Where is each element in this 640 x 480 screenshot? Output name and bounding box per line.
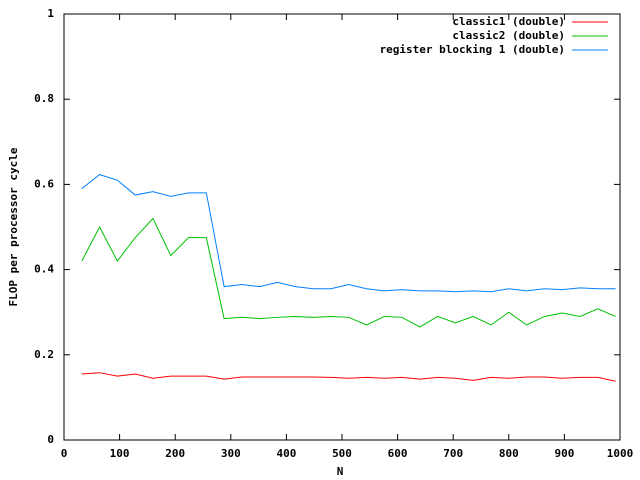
x-tick-label: 400 <box>276 447 296 460</box>
x-tick-label: 600 <box>388 447 408 460</box>
legend-label: classic1 (double) <box>452 15 565 28</box>
x-tick-label: 800 <box>499 447 519 460</box>
legend-label: register blocking 1 (double) <box>380 43 565 56</box>
series-line <box>81 372 616 382</box>
x-tick-label: 0 <box>61 447 68 460</box>
y-tick-label: 0 <box>47 433 54 446</box>
x-tick-label: 500 <box>332 447 352 460</box>
series-line <box>81 174 616 293</box>
x-tick-label: 700 <box>443 447 463 460</box>
y-tick-label: 0.8 <box>34 92 54 105</box>
x-axis-label: N <box>337 465 344 478</box>
x-tick-label: 1000 <box>607 447 634 460</box>
x-tick-label: 300 <box>221 447 241 460</box>
x-tick-label: 200 <box>165 447 185 460</box>
x-tick-label: 900 <box>554 447 574 460</box>
plot-frame <box>63 13 621 441</box>
y-tick-label: 0.4 <box>34 263 54 276</box>
y-tick-label: 0.2 <box>34 348 54 361</box>
y-tick-label: 1 <box>47 7 54 20</box>
y-axis-label: FLOP per processor cycle <box>7 147 20 306</box>
legend-label: classic2 (double) <box>452 29 565 42</box>
x-tick-label: 100 <box>110 447 130 460</box>
y-tick-label: 0.6 <box>34 177 54 190</box>
series-line <box>81 217 616 328</box>
